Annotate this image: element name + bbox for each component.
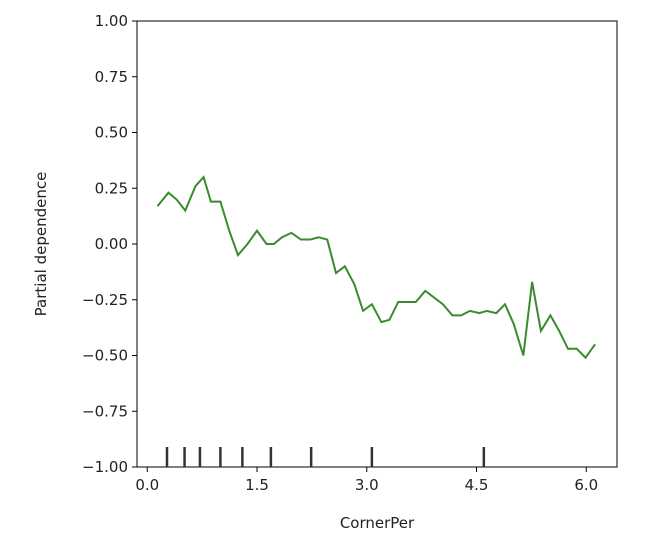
x-tick-label: 1.5 [245,476,269,494]
y-tick-label: 0.75 [95,68,128,86]
line [156,175,596,360]
y-tick-label: −1.00 [82,458,128,476]
x-axis-label: CornerPer [340,514,415,532]
y-axis-label: Partial dependence [32,172,50,317]
y-tick-label: 0.50 [95,124,128,142]
y-tick-label: −0.75 [82,402,128,420]
y-tick-label: −0.25 [82,291,128,309]
y-tick-label: −0.50 [82,347,128,365]
x-tick-label: 4.5 [465,476,489,494]
y-tick-label: 0.00 [95,235,128,253]
plot-frame [136,20,618,468]
x-tick-label: 6.0 [574,476,598,494]
x-tick-label: 3.0 [355,476,379,494]
y-tick-label: 1.00 [95,12,128,30]
x-tick-label: 0.0 [135,476,159,494]
y-tick-label: 0.25 [95,179,128,197]
